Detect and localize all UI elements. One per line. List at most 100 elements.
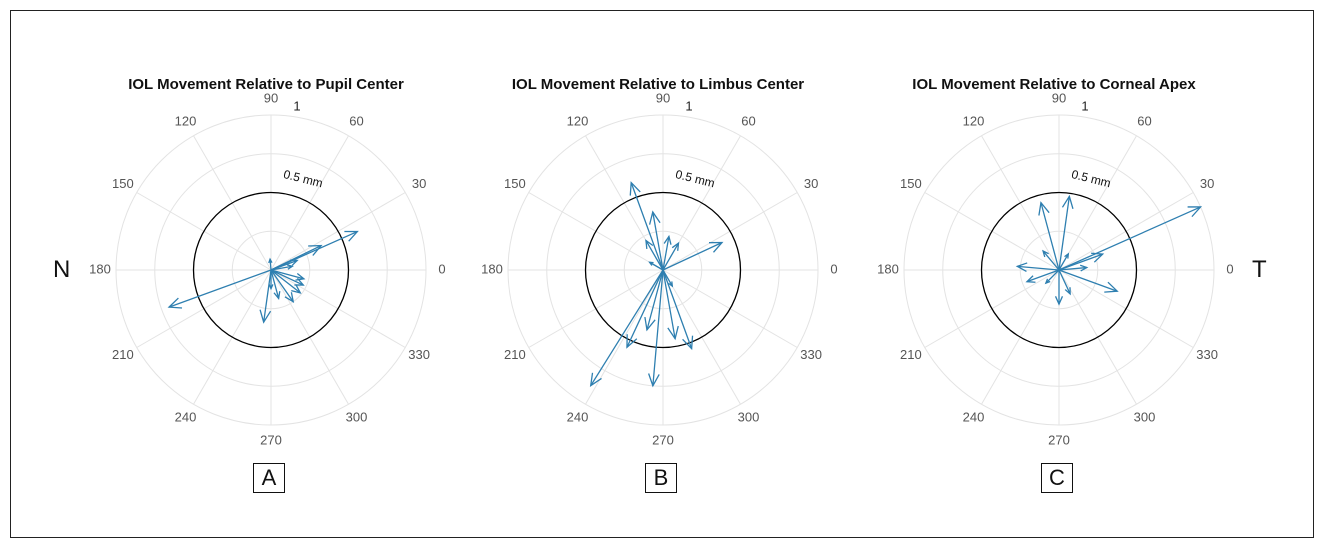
- panel-a-title: IOL Movement Relative to Pupil Center: [128, 76, 404, 93]
- panel-a-radial-tick-label: 1: [293, 98, 300, 113]
- panel-b-vector-13: [662, 242, 680, 271]
- panel-b-vector-11: [645, 240, 664, 271]
- panel-c-vector-head-1: [1187, 206, 1203, 218]
- panel-c-radial-tick-label: 1: [1081, 98, 1088, 113]
- panel-c-vector-head-7: [1091, 252, 1105, 263]
- panel-b-angle-tick-300: 300: [738, 410, 760, 425]
- panel-b-vector-head-11: [645, 239, 654, 250]
- panel-b-vector-head-3: [644, 316, 656, 332]
- panel-c-title: IOL Movement Relative to Corneal Apex: [912, 76, 1196, 93]
- panel-a-vector-7: [263, 269, 272, 323]
- panel-c-vector-7: [1058, 253, 1103, 271]
- panel-a-vector-head-13: [268, 284, 274, 291]
- panel-label-a: A: [253, 463, 285, 493]
- panel-a-vector-head-1: [167, 297, 183, 309]
- panel-b-reference-circle: [584, 191, 742, 349]
- panel-c-angle-tick-300: 300: [1134, 410, 1156, 425]
- panel-b-angle-tick-150: 150: [504, 176, 526, 191]
- panel-a-vector-head-7: [259, 309, 272, 324]
- panel-c-vector-2: [1058, 196, 1070, 271]
- panel-label-b: B: [645, 463, 677, 493]
- panel-c-vector-12: [1042, 250, 1060, 271]
- panel-a-vector-3: [270, 244, 322, 271]
- panel-b-vector-head-9: [648, 210, 661, 225]
- panel-label-c: C: [1041, 463, 1073, 493]
- panel-c-vector-head-5: [1025, 275, 1036, 283]
- panel-b-vector-head-13: [671, 241, 680, 251]
- panel-c-vector-head-11: [1064, 252, 1070, 259]
- panel-a-vector-head-2: [344, 230, 359, 242]
- panel-b-vector-head-10: [663, 234, 672, 245]
- panel-c-vector-head-12: [1042, 249, 1049, 258]
- panel-b-vector-head-1: [589, 372, 602, 388]
- panel-a-vector-head-10: [291, 284, 302, 294]
- panel-a-vector-head-4: [290, 259, 299, 266]
- panel-b-angle-tick-30: 30: [804, 176, 818, 191]
- panel-b-vector-5: [662, 269, 693, 349]
- panel-c-vector-head-10: [1064, 287, 1071, 296]
- panel-c-vector-head-9: [1054, 296, 1064, 306]
- panel-b-angle-tick-270: 270: [652, 432, 674, 447]
- panel-c-vector-13: [1045, 269, 1060, 284]
- panel-b-radial-tick-label: 1: [685, 98, 692, 113]
- panel-c-reference-circle: [980, 191, 1138, 349]
- panel-a-reference-circle-label: 0.5 mm: [282, 167, 324, 190]
- panel-b-vector-4: [626, 269, 664, 348]
- panel-a-vector-head-5: [286, 264, 294, 270]
- panel-c-vector-head-13: [1044, 278, 1051, 285]
- panel-b-vector-12: [649, 261, 664, 271]
- panel-a-angle-tick-180: 180: [89, 261, 111, 276]
- panel-b-angle-tick-240: 240: [567, 410, 589, 425]
- panel-c-vector-head-3: [1038, 201, 1050, 216]
- panel-a-vector-12: [270, 269, 305, 280]
- panel-c-vector-head-4: [1015, 262, 1028, 273]
- panel-c-vector-6: [1058, 269, 1118, 292]
- nasal-side-label: N: [53, 256, 71, 283]
- panel-a-angle-tick-270: 270: [260, 432, 282, 447]
- panel-b-vector-2: [652, 269, 664, 386]
- panel-a-reference-circle: [192, 191, 350, 349]
- panel-b-angle-tick-330: 330: [800, 347, 822, 362]
- panel-c-angle-tick-150: 150: [900, 176, 922, 191]
- panel-b-vector-head-4: [626, 334, 638, 349]
- figure-frame: [10, 10, 1314, 538]
- panel-b-vector-head-8: [629, 181, 641, 196]
- panel-a-angle-tick-300: 300: [346, 410, 368, 425]
- panel-b-vector-8: [630, 182, 664, 271]
- panel-c-vector-head-2: [1061, 194, 1074, 209]
- panel-a-vector-11: [270, 269, 304, 286]
- panel-b-vector-head-5: [682, 335, 694, 351]
- panel-a-angle-tick-120: 120: [175, 113, 197, 128]
- panel-b-vector-7: [662, 241, 723, 271]
- panel-c-vector-head-6: [1104, 281, 1119, 293]
- panel-c-vector-11: [1058, 253, 1069, 271]
- panel-b-vector-10: [662, 236, 670, 271]
- panel-c-angle-tick-90: 90: [1052, 90, 1066, 105]
- panel-b-vector-head-7: [708, 241, 724, 253]
- panel-a-angle-tick-60: 60: [349, 113, 363, 128]
- panel-a-vector-6: [269, 259, 272, 271]
- panel-a-angle-tick-90: 90: [264, 90, 278, 105]
- panel-c-angle-tick-60: 60: [1137, 113, 1151, 128]
- panel-b-vector-head-2: [648, 373, 660, 388]
- panel-b-vector-9: [652, 211, 664, 271]
- panel-b-reference-circle-label: 0.5 mm: [674, 167, 716, 190]
- panel-c-angle-tick-180: 180: [877, 261, 899, 276]
- panel-a-vector-head-6: [268, 257, 273, 264]
- panel-b-vector-14: [662, 269, 673, 287]
- panel-c-vector-10: [1058, 269, 1071, 295]
- panel-a-angle-tick-240: 240: [175, 410, 197, 425]
- panel-c-angle-tick-210: 210: [900, 347, 922, 362]
- panel-c-vector-1: [1058, 206, 1201, 271]
- panel-c-angle-tick-240: 240: [963, 410, 985, 425]
- panel-b-vector-head-12: [648, 261, 654, 266]
- panel-b-vector-3: [646, 269, 664, 331]
- panel-b-angle-tick-90: 90: [656, 90, 670, 105]
- panel-a-vector-head-11: [294, 277, 305, 286]
- panel-a-vector-8: [270, 269, 280, 299]
- panel-b-vector-head-6: [667, 325, 679, 341]
- panel-c-vector-4: [1017, 265, 1060, 271]
- panel-c-vector-8: [1058, 266, 1087, 271]
- temporal-side-label: T: [1252, 256, 1267, 283]
- panel-b-vector-head-14: [668, 281, 674, 288]
